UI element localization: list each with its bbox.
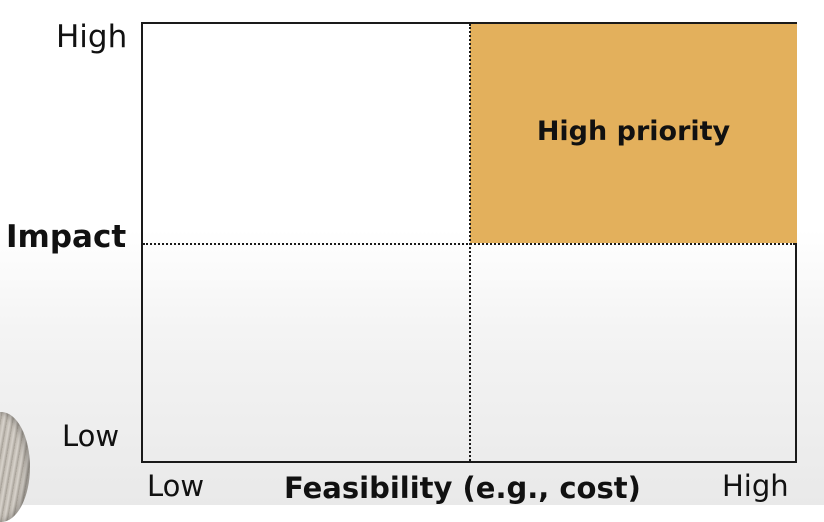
x-axis-title: Feasibility (e.g., cost): [284, 471, 641, 505]
vertical-divider: [469, 24, 471, 461]
presenter-shoulder-edge: [0, 412, 30, 522]
y-axis-high-label: High: [56, 19, 128, 55]
quadrant-high-priority-label: High priority: [536, 116, 731, 147]
y-axis-low-label: Low: [62, 419, 120, 453]
x-axis-high-label: High: [722, 469, 789, 503]
x-axis-low-label: Low: [147, 469, 205, 503]
quadrant-high-priority: High priority: [470, 24, 797, 243]
priority-matrix: High priority: [141, 22, 797, 463]
y-axis-title: Impact: [6, 219, 127, 255]
